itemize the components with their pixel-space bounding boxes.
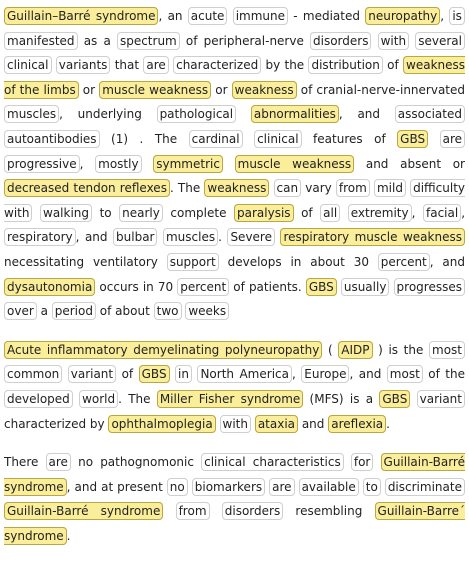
highlighted-entity[interactable]: GBS (138, 365, 170, 384)
token-box: extremity (347, 203, 412, 222)
token-box: with (377, 31, 410, 50)
highlighted-entity[interactable]: GBS (305, 277, 337, 296)
highlighted-entity[interactable]: respiratory muscle weakness (280, 228, 465, 247)
highlighted-entity[interactable]: symmetric (153, 154, 223, 173)
token-box: facial (422, 203, 462, 222)
annotated-document: Guillain–Barré syndrome, an acute immune… (4, 7, 466, 545)
highlighted-entity[interactable]: Acute inflammatory demyelinating polyneu… (4, 340, 323, 359)
token-box: variants (55, 56, 111, 75)
token-box: support (166, 252, 219, 271)
highlighted-entity[interactable]: muscle weakness (234, 154, 355, 173)
token-box: usually (340, 277, 390, 296)
token-box: from (335, 179, 370, 198)
token-box: percent (177, 277, 230, 296)
token-box: all (320, 203, 341, 222)
token-box: bulbar (113, 228, 158, 247)
highlighted-entity[interactable]: areflexia (328, 414, 387, 433)
token-box: acute (187, 7, 228, 25)
token-box: are (269, 477, 295, 496)
token-box: associated (394, 105, 465, 124)
highlighted-entity[interactable]: GBS (397, 129, 429, 148)
token-box: Severe (227, 228, 275, 247)
token-box: clinical (4, 56, 52, 75)
token-box: disorders (221, 502, 284, 521)
token-box: biomarkers (191, 477, 266, 496)
token-box: muscles (162, 228, 219, 247)
token-box: is (449, 7, 465, 25)
paragraph-1: Guillain–Barré syndrome, an acute immune… (4, 7, 466, 321)
highlighted-entity[interactable]: AIDP (338, 340, 373, 359)
token-box: Europe (301, 365, 350, 384)
token-box: can (273, 179, 302, 198)
highlighted-entity[interactable]: ophthalmoplegia (108, 414, 216, 433)
token-box: are (439, 129, 466, 148)
token-box: most (386, 365, 423, 384)
token-box: North America (197, 365, 292, 384)
token-box: pathological (156, 105, 237, 124)
token-box: percent (377, 252, 430, 271)
token-box: common (4, 365, 63, 384)
token-box: walking (40, 203, 93, 222)
token-box: mostly (95, 154, 142, 173)
token-box: disorders (310, 31, 372, 50)
token-box: several (415, 31, 465, 50)
token-box: spectrum (116, 31, 180, 50)
token-box: world (79, 389, 119, 408)
highlighted-entity[interactable]: abnormalities (250, 105, 339, 124)
token-box: characterized (173, 56, 262, 75)
token-box: are (45, 453, 71, 472)
token-box: distribution (308, 56, 383, 75)
token-box: most (429, 340, 466, 359)
highlighted-entity[interactable]: paralysis (234, 203, 294, 222)
token-box: manifested (4, 31, 78, 50)
token-box: variant (67, 365, 117, 384)
token-box: for (350, 453, 374, 472)
highlighted-entity[interactable]: dysautonomia (4, 277, 96, 296)
highlighted-entity[interactable]: neuropathy (365, 7, 441, 25)
token-box: over (4, 302, 37, 321)
highlighted-entity[interactable]: muscle weakness (99, 80, 212, 99)
token-box: mild (373, 179, 406, 198)
token-box: difficulty with (4, 179, 466, 222)
token-box: autoantibodies (4, 129, 100, 148)
paragraph-2: Acute inflammatory demyelinating polyneu… (4, 340, 466, 433)
token-box: are (143, 56, 169, 75)
paragraph-3: There are no pathognomonic clinical char… (4, 453, 465, 545)
token-box: from (175, 502, 210, 521)
token-box: developed (4, 389, 73, 408)
token-box: discriminate (384, 477, 465, 496)
highlighted-entity[interactable]: ataxia (254, 414, 299, 433)
token-box: variant (416, 389, 465, 408)
token-box: clinical (254, 129, 302, 148)
token-box: nearly (119, 203, 163, 222)
token-box: in (175, 365, 192, 384)
token-box: to (362, 477, 381, 496)
highlighted-entity[interactable]: decreased tendon reflexes (4, 179, 170, 198)
token-box: cardinal (188, 129, 243, 148)
token-box: progresses (393, 277, 465, 296)
token-box: two (153, 302, 182, 321)
token-box: available (298, 477, 359, 496)
token-box: weeks (185, 302, 230, 321)
highlighted-entity[interactable]: GBS (379, 389, 411, 408)
token-box: progressive (4, 154, 80, 173)
highlighted-entity[interactable]: Guillain-Barré syndrome (4, 502, 164, 521)
token-box: immune (232, 7, 289, 25)
token-box: with (219, 414, 251, 433)
token-box: no (166, 477, 188, 496)
highlighted-entity[interactable]: Guillain–Barré syndrome (4, 7, 159, 25)
highlighted-entity[interactable]: weakness (231, 80, 297, 99)
token-box: period (51, 302, 96, 321)
highlighted-entity[interactable]: weakness (204, 179, 270, 198)
token-box: respiratory (4, 228, 76, 247)
token-box: clinical characteristics (201, 453, 344, 472)
highlighted-entity[interactable]: Miller Fisher syndrome (156, 389, 304, 408)
token-box: muscles (4, 105, 60, 124)
